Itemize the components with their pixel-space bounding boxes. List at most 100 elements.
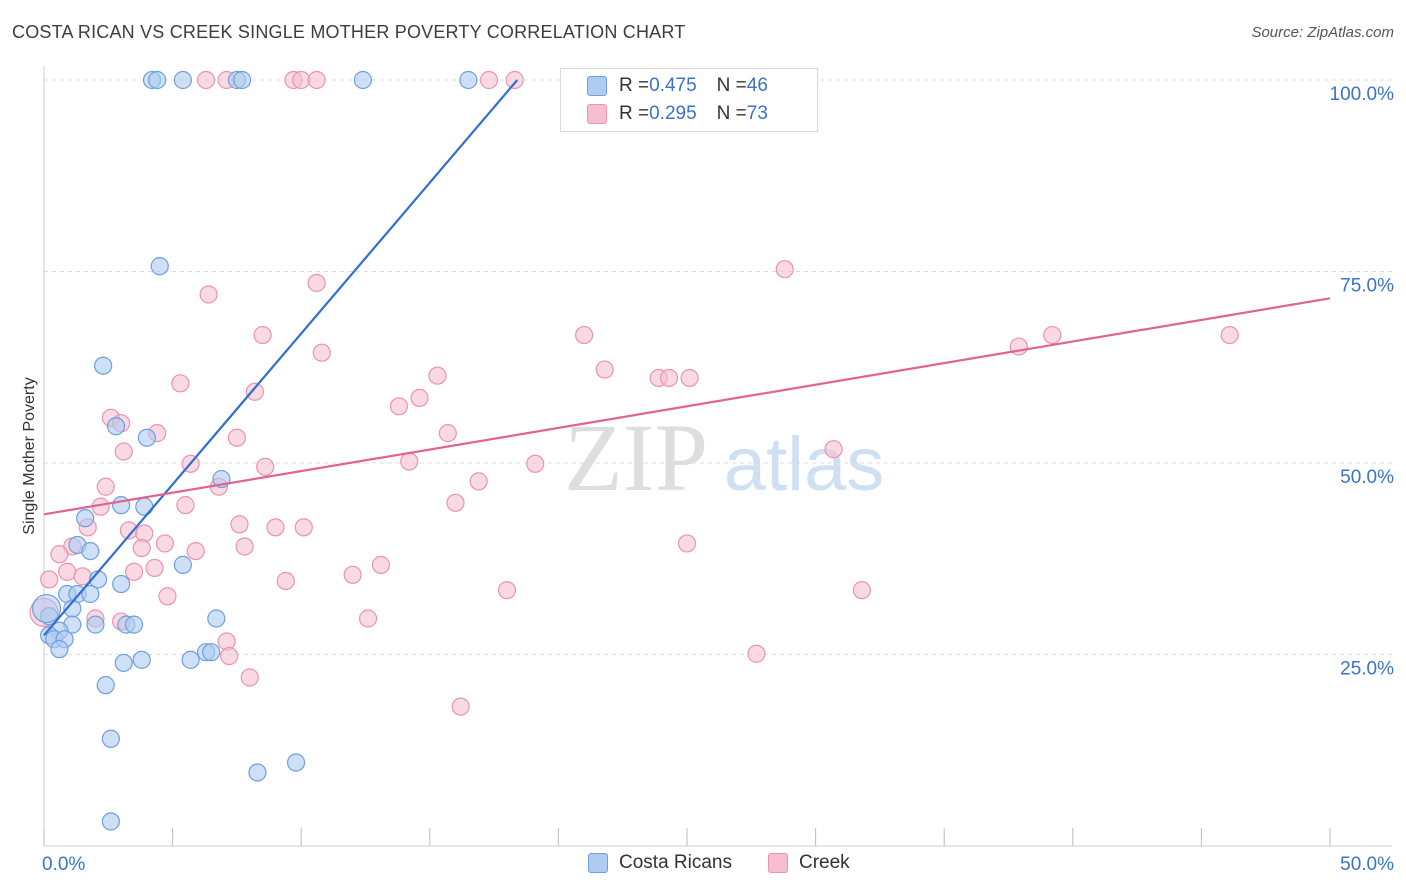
legend-r-label: R =: [619, 103, 650, 124]
creek-point: [1220, 325, 1239, 345]
costa-rican-point: [248, 763, 267, 782]
creek-point: [595, 360, 614, 379]
legend-row-costa-ricans: R = 0.475 N = 46: [587, 74, 768, 98]
creek-point: [230, 515, 249, 534]
creek-point: [276, 571, 295, 591]
creek-point: [438, 424, 457, 443]
creek-point: [680, 368, 699, 388]
creek-point: [240, 668, 259, 687]
costa-rican-point: [173, 555, 192, 574]
x-tick-label: 50.0%: [1340, 854, 1394, 875]
creek-point: [677, 534, 697, 553]
costa-rican-point: [76, 509, 95, 528]
creek-point: [186, 541, 205, 561]
creek-point: [389, 397, 409, 416]
legend-n-value: 73: [746, 103, 768, 124]
costa-rican-trend-line: [43, 79, 519, 637]
creek-point: [451, 697, 470, 716]
creek-point: [824, 440, 843, 459]
y-tick-label: 50.0%: [1340, 467, 1394, 488]
creek-point: [196, 70, 216, 90]
creek-point: [132, 538, 151, 558]
trend-lines: [43, 79, 1331, 637]
creek-point: [58, 562, 77, 581]
creek-point: [497, 581, 517, 600]
creek-point: [294, 518, 313, 537]
creek-point: [400, 452, 419, 471]
costa-rican-point: [81, 584, 100, 604]
creek-point: [199, 285, 218, 304]
creek-point: [446, 493, 465, 512]
costa-rican-point: [50, 640, 69, 659]
bottom-legend-costa-ricans: Costa Ricans: [588, 852, 732, 874]
watermark-zip: ZIP: [564, 404, 708, 511]
creek-point: [253, 325, 272, 345]
creek-point: [50, 545, 69, 564]
creek-point: [114, 442, 133, 461]
costa-rican-point: [232, 70, 252, 90]
costa-rican-point: [137, 428, 156, 447]
costa-rican-point: [112, 574, 131, 594]
legend-r-label: R =: [619, 75, 650, 96]
creek-point: [358, 609, 378, 628]
creek-point: [266, 518, 285, 537]
legend-swatch-blue: [587, 76, 607, 96]
costa-rican-point: [353, 70, 373, 90]
creek-point: [505, 70, 524, 90]
costa-rican-point: [132, 650, 151, 669]
creek-point: [220, 646, 239, 666]
legend: R = 0.475 N = 46 R = 0.295 N = 73: [560, 68, 818, 132]
creek-point: [124, 562, 144, 581]
costa-rican-point: [31, 593, 62, 624]
creek-point: [227, 428, 246, 447]
legend-n-value: 46: [746, 75, 768, 96]
costa-rican-point: [94, 356, 113, 375]
chart-title: COSTA RICAN VS CREEK SINGLE MOTHER POVER…: [12, 22, 686, 42]
creek-point: [659, 368, 679, 388]
costa-rican-points: [31, 70, 478, 831]
bottom-legend-label-costa-ricans: Costa Ricans: [619, 852, 732, 873]
y-tick-label: 100.0%: [1330, 84, 1395, 105]
creek-point: [256, 457, 275, 476]
costa-rican-point: [112, 496, 131, 515]
costa-rican-point: [207, 609, 226, 628]
costa-rican-point: [101, 729, 120, 748]
creek-point: [343, 565, 362, 584]
y-tick-label: 25.0%: [1340, 659, 1394, 680]
creek-point: [1043, 325, 1062, 345]
creek-point: [852, 581, 871, 600]
tick-labels: 25.0% 50.0% 75.0% 100.0% 0.0% 50.0%: [42, 84, 1394, 875]
creek-point: [96, 477, 115, 496]
source-label: Source: ZipAtlas.com: [1251, 24, 1394, 41]
legend-n-label: N =: [716, 103, 747, 124]
costa-rican-point: [86, 615, 105, 634]
creek-point: [479, 70, 499, 90]
creek-point: [292, 70, 311, 90]
costa-rican-point: [181, 650, 200, 669]
watermark: ZIP atlas: [564, 404, 884, 511]
costa-rican-point: [286, 753, 306, 772]
costa-rican-point: [135, 497, 154, 516]
legend-r-value: 0.475: [649, 75, 697, 96]
legend-r-value: 0.295: [649, 103, 697, 124]
creek-point: [155, 534, 174, 553]
x-tick-label: 0.0%: [42, 854, 85, 875]
creek-point: [747, 644, 766, 663]
costa-rican-point: [101, 812, 120, 831]
creek-point: [526, 454, 545, 473]
creek-point: [469, 472, 488, 491]
creek-point: [158, 587, 177, 606]
costa-rican-point: [148, 70, 167, 90]
legend-swatch-pink: [587, 104, 607, 124]
bottom-legend-swatch-pink: [768, 853, 788, 873]
legend-n-label: N =: [716, 75, 747, 96]
creek-trend-line: [43, 297, 1331, 516]
creek-point: [40, 570, 59, 589]
costa-rican-point: [96, 676, 115, 695]
costa-rican-point: [459, 70, 478, 90]
creek-point: [307, 70, 326, 90]
costa-rican-point: [106, 417, 126, 436]
creek-point: [428, 366, 447, 385]
bottom-legend-swatch-blue: [588, 853, 608, 873]
